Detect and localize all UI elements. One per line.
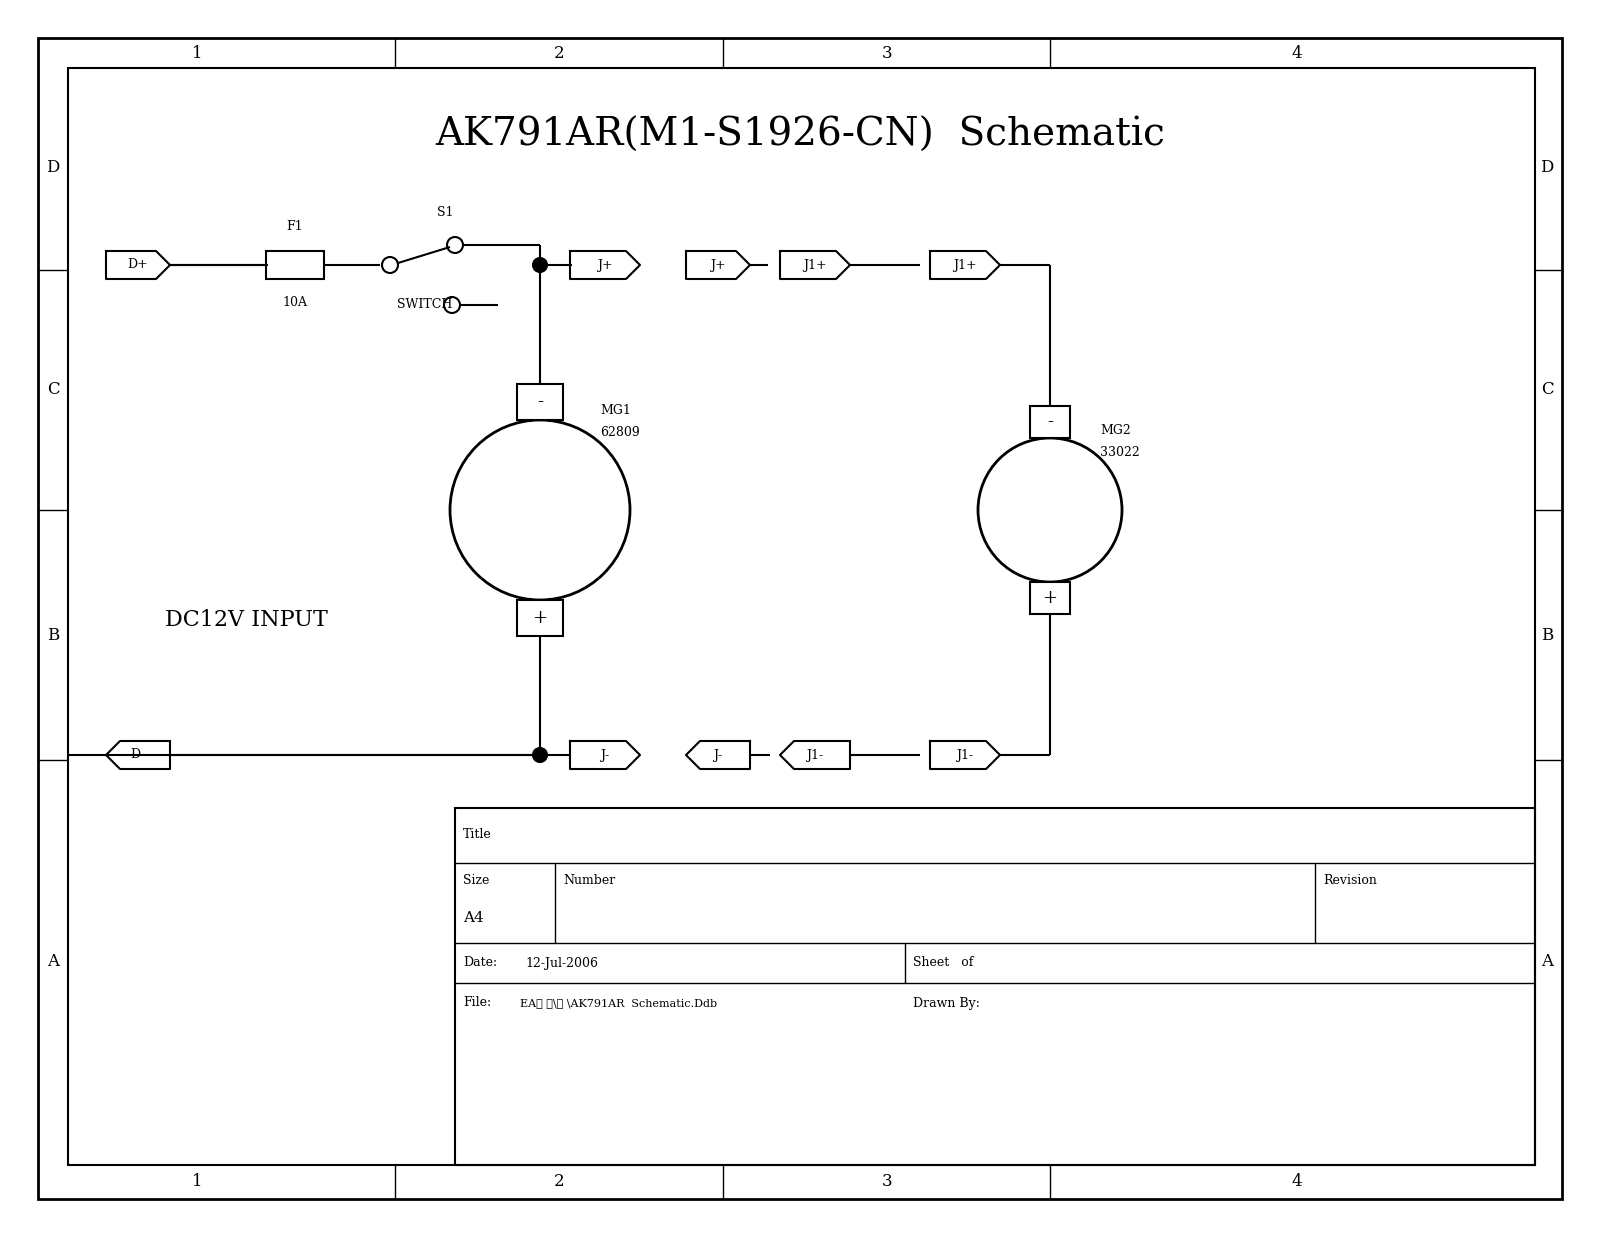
- Text: J+: J+: [710, 259, 726, 271]
- Text: 2: 2: [554, 45, 565, 62]
- Circle shape: [533, 748, 547, 762]
- Text: Drawn By:: Drawn By:: [914, 997, 979, 1009]
- Text: C: C: [46, 381, 59, 398]
- Text: 1: 1: [192, 45, 202, 62]
- Text: D: D: [1541, 160, 1554, 177]
- Text: B: B: [46, 626, 59, 643]
- Text: J-: J-: [600, 748, 610, 762]
- Text: 33022: 33022: [1101, 445, 1139, 459]
- Text: A: A: [46, 954, 59, 971]
- Text: 2: 2: [554, 1174, 565, 1190]
- Text: J1-: J1-: [806, 748, 824, 762]
- Text: A4: A4: [462, 910, 483, 925]
- Text: J1-: J1-: [957, 748, 973, 762]
- Text: File:: File:: [462, 997, 491, 1009]
- Text: A: A: [1541, 954, 1554, 971]
- Text: MG1: MG1: [600, 403, 630, 417]
- Circle shape: [533, 259, 547, 272]
- Bar: [67, 68, 1534, 1165]
- Text: MG2: MG2: [1101, 423, 1131, 437]
- Text: 4: 4: [1291, 1174, 1302, 1190]
- Text: 3: 3: [882, 45, 893, 62]
- Text: C: C: [1541, 381, 1554, 398]
- Text: Revision: Revision: [1323, 875, 1378, 887]
- Text: D-: D-: [131, 748, 146, 762]
- Text: EA属 　\　 \AK791AR  Schematic.Ddb: EA属 \ \AK791AR Schematic.Ddb: [520, 998, 717, 1008]
- Bar: [266, 251, 323, 280]
- Text: +: +: [1043, 589, 1058, 607]
- Text: 62809: 62809: [600, 426, 640, 438]
- Text: -: -: [538, 393, 542, 411]
- Bar: [1030, 581, 1070, 614]
- Text: 4: 4: [1291, 45, 1302, 62]
- Text: J1+: J1+: [803, 259, 827, 271]
- Text: 10A: 10A: [283, 297, 307, 309]
- Bar: [454, 808, 1534, 1165]
- Text: J+: J+: [597, 259, 613, 271]
- Bar: [1030, 406, 1070, 438]
- Text: Number: Number: [563, 875, 616, 887]
- Text: 3: 3: [882, 1174, 893, 1190]
- Text: D+: D+: [128, 259, 149, 271]
- Text: S1: S1: [437, 207, 453, 219]
- Text: Sheet   of: Sheet of: [914, 956, 973, 970]
- Bar: [517, 600, 563, 636]
- Text: +: +: [533, 609, 547, 627]
- Text: Title: Title: [462, 829, 491, 841]
- Text: -: -: [1046, 413, 1053, 430]
- Text: B: B: [1541, 626, 1554, 643]
- Text: Size: Size: [462, 875, 490, 887]
- Text: Date:: Date:: [462, 956, 498, 970]
- Text: D: D: [46, 160, 59, 177]
- Text: 12-Jul-2006: 12-Jul-2006: [525, 956, 598, 970]
- Text: 1: 1: [192, 1174, 202, 1190]
- Text: J1+: J1+: [954, 259, 978, 271]
- Text: J-: J-: [714, 748, 723, 762]
- Text: F1: F1: [286, 220, 304, 234]
- Bar: [517, 383, 563, 421]
- Text: SWITCH: SWITCH: [397, 298, 453, 312]
- Text: AK791AR(M1-S1926-CN)  Schematic: AK791AR(M1-S1926-CN) Schematic: [435, 116, 1165, 153]
- Text: DC12V INPUT: DC12V INPUT: [165, 609, 328, 631]
